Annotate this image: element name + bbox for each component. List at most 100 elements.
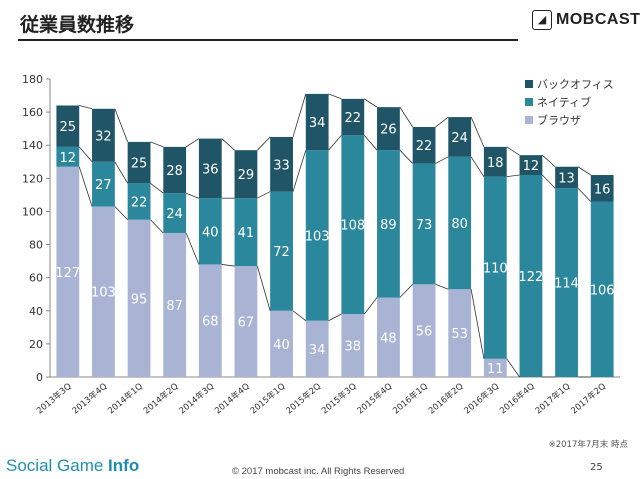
x-tick-label: 2015年1Q xyxy=(248,381,288,417)
series-connector xyxy=(185,232,200,265)
company-logo: ◢ MOBCAST xyxy=(532,10,640,30)
bar-segment xyxy=(341,98,365,136)
data-label: 108 xyxy=(340,219,365,234)
data-label: 114 xyxy=(554,277,579,292)
logo-text: MOBCAST xyxy=(556,11,640,28)
series-connector xyxy=(292,150,307,192)
series-connector xyxy=(221,264,235,267)
data-label: 95 xyxy=(131,292,148,307)
bar-segment xyxy=(448,117,472,157)
data-label: 53 xyxy=(451,327,468,342)
series-connector xyxy=(292,310,307,322)
data-label: 28 xyxy=(166,164,183,179)
data-label: 22 xyxy=(345,111,362,126)
series-connector xyxy=(185,192,200,199)
data-label: 22 xyxy=(416,139,433,154)
bar-segment xyxy=(305,320,329,377)
series-connector xyxy=(506,146,520,156)
series-connector xyxy=(257,136,271,151)
x-tick-label: 2017年2Q xyxy=(569,381,609,417)
data-label: 34 xyxy=(309,116,326,131)
bar-segment xyxy=(234,198,258,267)
series-connector xyxy=(577,187,592,202)
x-tick-label: 2014年1Q xyxy=(106,381,146,417)
bar-segment xyxy=(56,166,80,377)
legend-label: ブラウザ xyxy=(537,113,581,127)
bar-segment xyxy=(483,358,507,377)
bar-segment xyxy=(270,136,293,192)
series-connector xyxy=(150,219,164,234)
series-connector xyxy=(114,108,129,143)
page-title: 従業員数推移 xyxy=(20,14,135,36)
data-label: 40 xyxy=(273,338,290,353)
series-connector xyxy=(399,284,413,298)
series-connector xyxy=(435,283,449,290)
page-number: 25 xyxy=(590,462,603,473)
data-label: 25 xyxy=(60,120,77,135)
series-connector xyxy=(363,98,378,108)
data-label: 89 xyxy=(380,218,397,233)
data-label: 33 xyxy=(273,158,290,173)
series-connector xyxy=(363,297,378,315)
series-connector xyxy=(79,105,93,110)
y-tick-label: 180 xyxy=(22,73,43,86)
legend-swatch xyxy=(525,98,533,106)
bar-segment xyxy=(234,266,258,377)
data-label: 110 xyxy=(483,262,508,277)
series-connector xyxy=(470,289,485,359)
series-connector xyxy=(328,93,342,100)
brand-text-b: Info xyxy=(108,456,140,475)
series-connector xyxy=(78,166,93,207)
data-label: 80 xyxy=(451,217,468,232)
copyright: © 2017 mobcast inc. All Rights Reserved xyxy=(232,466,405,477)
bar-segment xyxy=(92,108,115,162)
bar-segment xyxy=(127,219,151,377)
data-label: 73 xyxy=(416,218,433,233)
series-connector xyxy=(256,265,271,311)
x-tick-label: 2016年4Q xyxy=(497,381,537,417)
data-label: 12 xyxy=(60,151,77,166)
data-label: 127 xyxy=(55,266,80,281)
bar-segment xyxy=(448,289,472,377)
series-connector xyxy=(185,138,200,148)
bar-segment xyxy=(412,163,436,285)
data-label: 40 xyxy=(202,225,219,240)
bar-segment xyxy=(56,146,80,167)
data-label: 103 xyxy=(305,229,330,244)
data-label: 18 xyxy=(487,156,504,171)
series-connector xyxy=(435,116,449,128)
series-connector xyxy=(399,149,413,164)
x-tick-label: 2015年3Q xyxy=(319,381,359,417)
data-label: 41 xyxy=(238,226,255,241)
y-tick-label: 120 xyxy=(22,172,43,185)
series-connector xyxy=(150,182,164,194)
bar-segment xyxy=(305,150,329,321)
series-connector xyxy=(114,206,128,221)
series-connector xyxy=(114,161,129,184)
data-label: 25 xyxy=(131,157,148,172)
bar-segment xyxy=(341,135,365,315)
series-connector xyxy=(470,156,485,177)
data-label: 29 xyxy=(238,168,255,183)
bar-segment xyxy=(590,201,614,377)
bar-segment xyxy=(92,206,115,377)
bar-segment xyxy=(483,146,507,177)
brand-text-a: Social Game xyxy=(6,456,109,475)
data-label: 106 xyxy=(590,283,615,298)
bar-segment xyxy=(127,141,151,184)
bar-segment xyxy=(56,105,80,147)
bar-segment xyxy=(377,107,400,151)
x-tick-label: 2013年4Q xyxy=(70,381,110,417)
data-label: 26 xyxy=(380,123,397,138)
bar-segment xyxy=(198,264,222,377)
y-tick-label: 0 xyxy=(36,371,43,384)
y-tick-label: 40 xyxy=(29,305,43,318)
x-tick-label: 2014年2Q xyxy=(141,381,181,417)
series-connector xyxy=(399,106,413,128)
y-tick-label: 160 xyxy=(22,106,43,119)
series-connector xyxy=(542,174,556,189)
y-tick-label: 60 xyxy=(29,272,43,285)
x-tick-label: 2015年2Q xyxy=(284,381,324,417)
series-connector xyxy=(328,135,342,151)
